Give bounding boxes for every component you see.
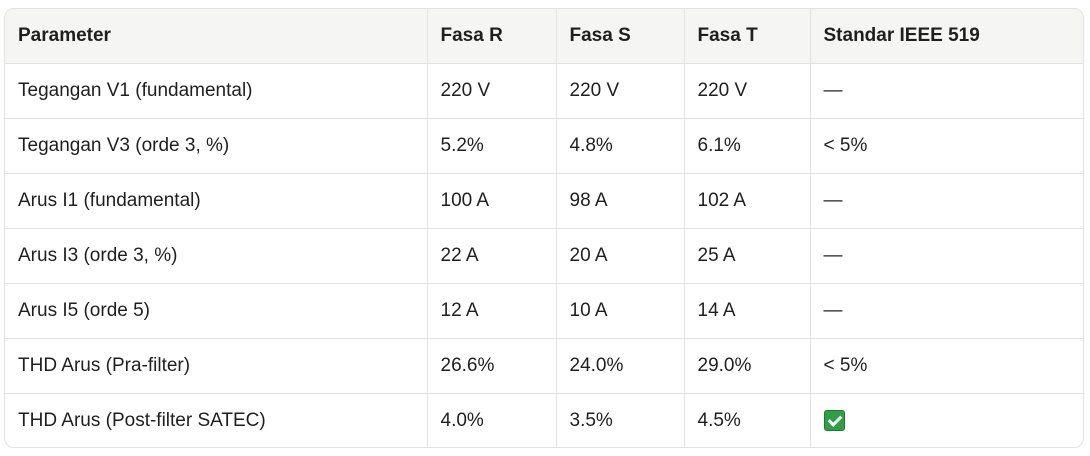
cell-fasa-t: 220 V [684, 63, 811, 119]
header-parameter: Parameter [5, 9, 428, 64]
harmonic-measurement-table: Parameter Fasa R Fasa S Fasa T Standar I… [5, 9, 1083, 448]
cell-standard [810, 394, 1083, 448]
cell-fasa-s: 3.5% [556, 393, 685, 447]
table-row: THD Arus (Post-filter SATEC) 4.0% 3.5% 4… [5, 393, 1083, 448]
cell-fasa-r: 100 A [427, 173, 557, 229]
harmonic-table-container: Parameter Fasa R Fasa S Fasa T Standar I… [4, 8, 1084, 448]
table-row: Tegangan V1 (fundamental) 220 V 220 V 22… [5, 63, 1083, 119]
cell-fasa-t: 29.0% [684, 338, 811, 394]
cell-parameter: Arus I1 (fundamental) [5, 173, 428, 229]
cell-standard: — [810, 228, 1083, 284]
cell-fasa-r: 26.6% [427, 338, 557, 394]
cell-parameter: Tegangan V3 (orde 3, %) [5, 118, 428, 174]
cell-fasa-r: 12 A [427, 283, 557, 339]
cell-standard: < 5% [810, 338, 1083, 394]
cell-fasa-r: 22 A [427, 228, 557, 284]
cell-fasa-s: 98 A [556, 173, 685, 229]
table-header-row: Parameter Fasa R Fasa S Fasa T Standar I… [5, 9, 1083, 64]
table-row: Arus I1 (fundamental) 100 A 98 A 102 A — [5, 173, 1083, 229]
table-row: Arus I3 (orde 3, %) 22 A 20 A 25 A — [5, 228, 1083, 284]
cell-fasa-s: 220 V [556, 63, 685, 119]
cell-fasa-r: 5.2% [427, 118, 557, 174]
cell-fasa-s: 24.0% [556, 338, 685, 394]
cell-fasa-s: 10 A [556, 283, 685, 339]
cell-fasa-t: 102 A [684, 173, 811, 229]
cell-fasa-s: 4.8% [556, 118, 685, 174]
cell-parameter: THD Arus (Post-filter SATEC) [5, 393, 428, 447]
header-fasa-r: Fasa R [427, 9, 557, 64]
header-standard-ieee-519: Standar IEEE 519 [810, 9, 1083, 64]
table-row: Tegangan V3 (orde 3, %) 5.2% 4.8% 6.1% <… [5, 118, 1083, 174]
cell-parameter: Arus I3 (orde 3, %) [5, 228, 428, 284]
cell-fasa-t: 25 A [684, 228, 811, 284]
cell-parameter: THD Arus (Pra-filter) [5, 338, 428, 394]
cell-fasa-r: 4.0% [427, 393, 557, 447]
cell-fasa-t: 4.5% [684, 393, 811, 447]
cell-parameter: Arus I5 (orde 5) [5, 283, 428, 339]
table-row: THD Arus (Pra-filter) 26.6% 24.0% 29.0% … [5, 338, 1083, 394]
cell-fasa-t: 6.1% [684, 118, 811, 174]
cell-standard: < 5% [810, 118, 1083, 174]
header-fasa-t: Fasa T [684, 9, 811, 64]
header-fasa-s: Fasa S [556, 9, 685, 64]
cell-parameter: Tegangan V1 (fundamental) [5, 63, 428, 119]
check-mark-icon [823, 410, 845, 432]
cell-fasa-t: 14 A [684, 283, 811, 339]
table-row: Arus I5 (orde 5) 12 A 10 A 14 A — [5, 283, 1083, 339]
cell-fasa-r: 220 V [427, 63, 557, 119]
cell-standard: — [810, 283, 1083, 339]
cell-standard: — [810, 173, 1083, 229]
cell-standard: — [810, 63, 1083, 119]
cell-fasa-s: 20 A [556, 228, 685, 284]
